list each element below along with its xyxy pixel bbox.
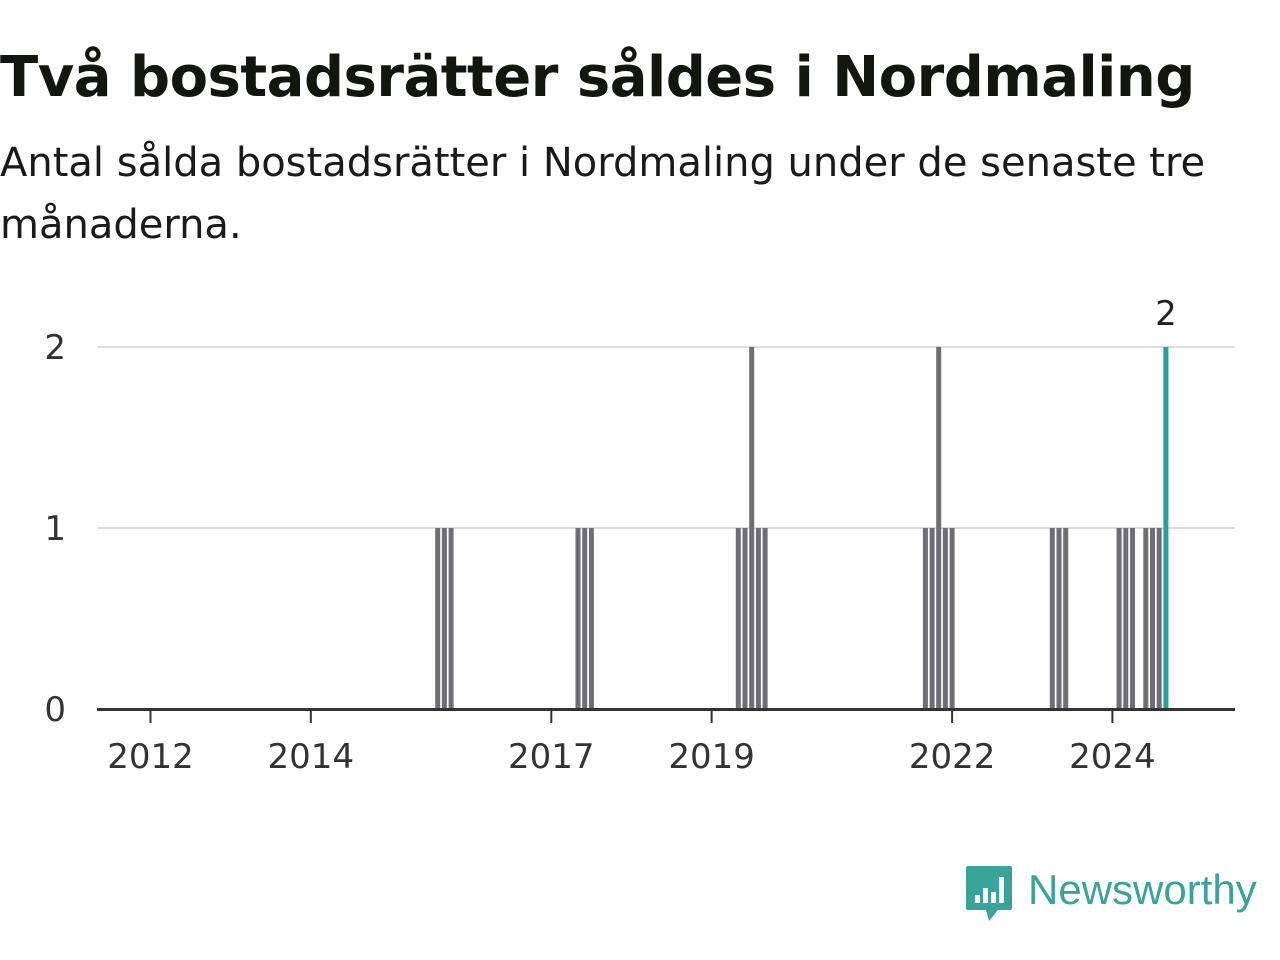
bar	[755, 528, 761, 709]
bar	[1116, 528, 1122, 709]
bar	[735, 528, 741, 709]
bar	[1156, 528, 1162, 709]
x-tick-label: 2012	[107, 737, 194, 777]
bar	[582, 528, 588, 709]
bar	[949, 528, 955, 709]
bar	[448, 528, 454, 709]
bar-chart: 0 1 2 2 2012 2014 2017 2019 2022 2024	[44, 294, 1235, 777]
bar	[1049, 528, 1055, 709]
bars	[435, 347, 1169, 709]
bar	[942, 528, 948, 709]
bar	[1123, 528, 1129, 709]
bar	[1150, 528, 1155, 709]
y-tick-label: 1	[44, 509, 66, 549]
bar	[575, 528, 581, 709]
bar	[1143, 528, 1149, 709]
bar	[1056, 528, 1062, 709]
bar	[1130, 528, 1135, 709]
bar	[922, 528, 928, 709]
bar-highlighted	[1163, 347, 1169, 709]
bar	[588, 528, 594, 709]
axes	[97, 708, 1235, 723]
bar	[929, 528, 935, 709]
bar	[936, 347, 942, 709]
y-tick-label: 0	[44, 690, 66, 730]
newsworthy-logo-icon	[964, 864, 1014, 928]
gridlines	[97, 346, 1235, 529]
bar	[441, 528, 447, 709]
chart-title: Två bostadsrätter såldes i Nordmaling	[0, 45, 1195, 110]
bar	[742, 528, 748, 709]
chart-subtitle: Antal sålda bostadsrätter i Nordmaling u…	[0, 140, 1206, 248]
y-tick-label: 2	[44, 328, 66, 368]
brand-name: Newsworthy	[1028, 866, 1257, 913]
data-label: 2	[1155, 294, 1177, 334]
labels: 0 1 2 2 2012 2014 2017 2019 2022 2024	[44, 294, 1176, 777]
x-tick-label: 2017	[508, 737, 595, 777]
bar	[762, 528, 768, 709]
x-tick-label: 2014	[268, 737, 355, 777]
x-tick-label: 2019	[668, 737, 755, 777]
x-tick-label: 2022	[909, 737, 996, 777]
x-tick-label: 2024	[1069, 737, 1156, 777]
brand-logo: Newsworthy	[964, 864, 1257, 928]
bar	[749, 347, 755, 709]
bar	[1063, 528, 1069, 709]
bar	[435, 528, 441, 709]
